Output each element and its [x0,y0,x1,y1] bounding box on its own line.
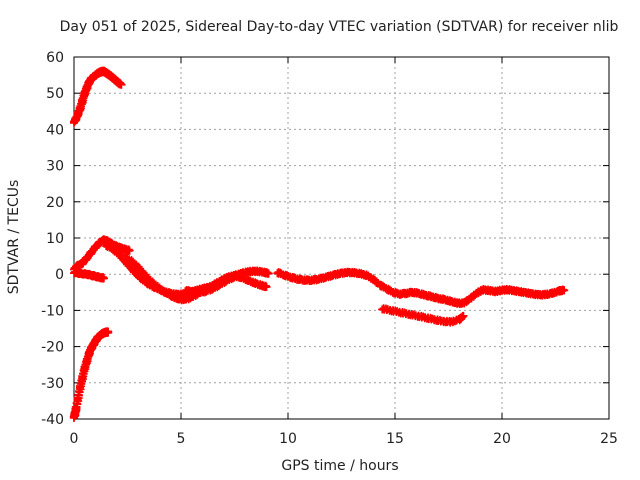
y-axis-label: SDTVAR / TECUs [6,180,22,295]
data-point [99,274,108,283]
chart-title: Day 051 of 2025, Sidereal Day-to-day VTE… [60,19,619,35]
data-points [69,66,569,422]
data-point [117,80,126,89]
series-early-arc [70,235,134,274]
data-point [459,311,468,320]
grid [74,57,609,419]
data-point [560,286,569,295]
series-arc-c [181,272,271,297]
x-tick-label: 20 [493,431,511,447]
series-lower-arc [69,327,113,422]
x-tick-label: 10 [279,431,297,447]
axis-ticks: 0 5 10 15 20 25 -40 -30 -20 -10 0 10 20 30 40 50 60 [41,50,618,447]
data-point [104,328,113,337]
x-tick-label: 15 [386,431,404,447]
x-tick-label: 5 [177,431,186,447]
data-point [264,269,273,278]
y-tick-label: 0 [55,267,64,283]
y-tick-label: -40 [41,412,64,428]
y-tick-label: -10 [41,303,64,319]
x-tick-label: 25 [600,431,618,447]
series-arc-e [376,280,569,308]
y-tick-label: -20 [41,340,64,356]
x-axis-label: GPS time / hours [281,458,398,474]
y-tick-label: 10 [46,231,64,247]
x-tick-label: 0 [70,431,79,447]
series-upper-arc [70,66,126,127]
y-tick-label: 40 [46,122,64,138]
series-arc-d [273,267,382,288]
series-near-zero-arc [70,267,108,283]
y-tick-label: 20 [46,195,64,211]
data-point [262,282,271,291]
series-arc-f [378,304,468,327]
y-tick-label: -30 [41,376,64,392]
y-tick-label: 30 [46,159,64,175]
data-point [263,268,272,277]
y-tick-label: 50 [46,86,64,102]
y-tick-label: 60 [46,50,64,66]
data-point [125,246,134,255]
